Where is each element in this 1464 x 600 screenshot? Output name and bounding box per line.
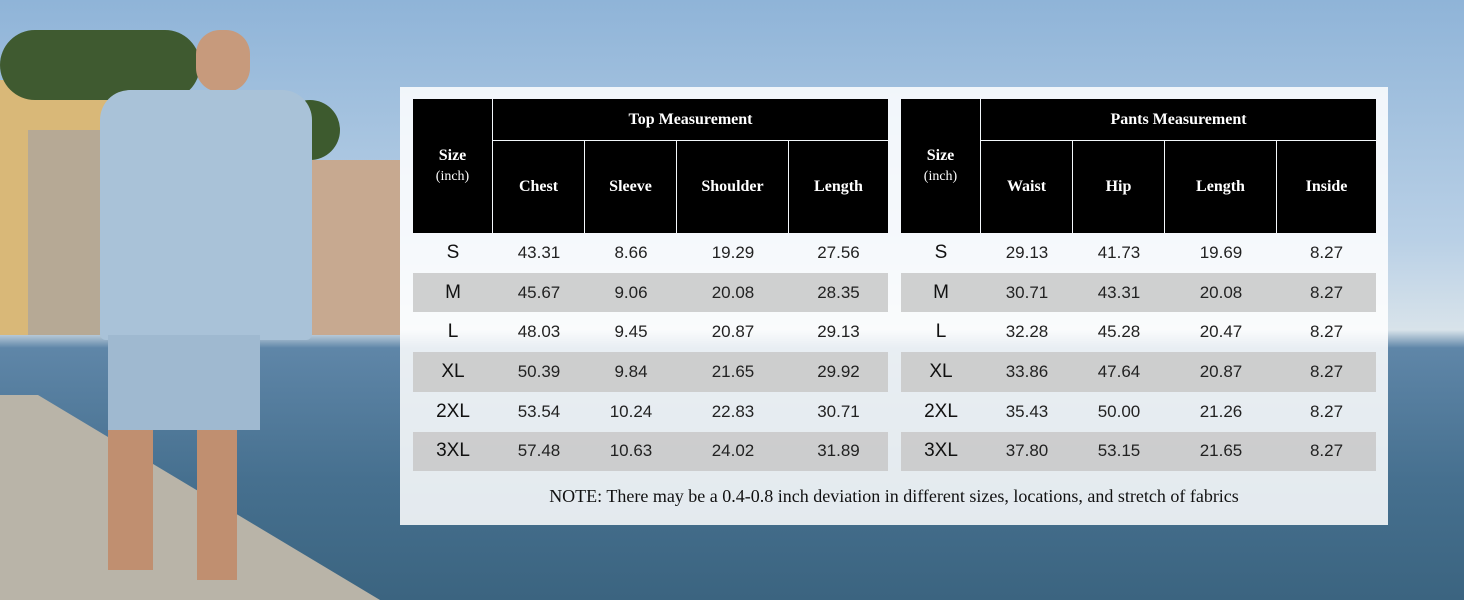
man-head — [196, 30, 250, 92]
measurement: 28.35 — [789, 272, 888, 313]
man-leg — [108, 430, 153, 570]
measurement: 35.43 — [1005, 401, 1049, 421]
measurement: 9.06 — [585, 272, 677, 313]
building — [28, 130, 108, 335]
measurement: 48.03 — [517, 322, 561, 342]
size: 2XL — [924, 400, 958, 422]
measurement: 19.29 — [711, 242, 755, 262]
measurement: 8.66 — [614, 242, 648, 262]
measurement: 20.47 — [1199, 322, 1243, 342]
man-shorts — [108, 335, 260, 430]
measurement: 43.31 — [1073, 272, 1165, 313]
measurement: 53.54 — [517, 401, 561, 421]
column-header: Inside — [1277, 141, 1376, 233]
measurement: 45.67 — [493, 272, 585, 313]
size-header: Size (inch) — [413, 99, 492, 233]
size-unit: (inch) — [923, 169, 958, 184]
measurement: 32.28 — [1005, 322, 1049, 342]
size: L — [935, 321, 947, 343]
measurement: 20.87 — [711, 322, 755, 342]
measurement: 10.24 — [609, 401, 653, 421]
measurement: 29.13 — [817, 322, 860, 342]
size: S — [934, 241, 948, 263]
measurement: 37.80 — [981, 431, 1073, 472]
measurement: 41.73 — [1097, 242, 1141, 262]
note: NOTE: There may be a 0.4-0.8 inch deviat… — [549, 486, 1239, 506]
man-leg — [197, 430, 237, 580]
measurement: 53.15 — [1073, 431, 1165, 472]
column-header: Hip — [1073, 141, 1164, 233]
size: 3XL — [901, 431, 981, 472]
size: S — [446, 241, 460, 263]
measurement: 50.39 — [493, 352, 585, 392]
size-header: Size (inch) — [901, 99, 980, 233]
size-label: Size — [926, 147, 955, 164]
size: XL — [901, 352, 981, 392]
measurement: 29.92 — [789, 352, 888, 392]
measurement: 33.86 — [981, 352, 1073, 392]
measurement: 21.26 — [1199, 401, 1243, 421]
size: L — [447, 321, 459, 343]
measurement: 21.65 — [1165, 431, 1277, 472]
measurement: 45.28 — [1097, 322, 1141, 342]
measurement: 8.27 — [1277, 272, 1376, 313]
measurement: 29.13 — [1005, 242, 1049, 262]
column-header: Chest — [493, 141, 584, 233]
size: M — [901, 272, 981, 313]
measurement: 19.69 — [1199, 242, 1243, 262]
measurement: 8.27 — [1309, 242, 1344, 262]
building — [300, 160, 400, 335]
measurement: 9.84 — [585, 352, 677, 392]
measurement: 8.27 — [1277, 431, 1376, 472]
measurement: 10.63 — [585, 431, 677, 472]
measurement: 20.87 — [1165, 352, 1277, 392]
measurement: 8.27 — [1277, 352, 1376, 392]
measurement: 30.71 — [981, 272, 1073, 313]
size: 2XL — [436, 400, 470, 422]
size: M — [413, 272, 493, 313]
measurement: 57.48 — [493, 431, 585, 472]
measurement: 43.31 — [517, 242, 561, 262]
column-header: Length — [789, 141, 888, 233]
measurement: 27.56 — [817, 242, 860, 262]
measurement: 22.83 — [711, 401, 755, 421]
measurement: 9.45 — [614, 322, 648, 342]
measurement: 20.08 — [1165, 272, 1277, 313]
measurement: 8.27 — [1309, 322, 1344, 342]
trees — [0, 30, 200, 100]
measurement: 20.08 — [677, 272, 789, 313]
measurement: 47.64 — [1073, 352, 1165, 392]
measurement: 21.65 — [677, 352, 789, 392]
measurement: 31.89 — [789, 431, 888, 472]
measurement: 50.00 — [1097, 401, 1141, 421]
measurement: 8.27 — [1309, 401, 1344, 421]
column-header: Sleeve — [585, 141, 676, 233]
column-header: Length — [1165, 141, 1276, 233]
measurement: 24.02 — [677, 431, 789, 472]
measurement: 30.71 — [817, 401, 860, 421]
column-header: Waist — [981, 141, 1072, 233]
group-header: Top Measurement — [493, 99, 888, 140]
size: XL — [413, 352, 493, 392]
group-header: Pants Measurement — [981, 99, 1376, 140]
size: 3XL — [413, 431, 493, 472]
size-label: Size — [438, 147, 467, 164]
column-header: Shoulder — [677, 141, 788, 233]
man-shirt — [100, 90, 312, 340]
size-unit: (inch) — [435, 169, 470, 184]
